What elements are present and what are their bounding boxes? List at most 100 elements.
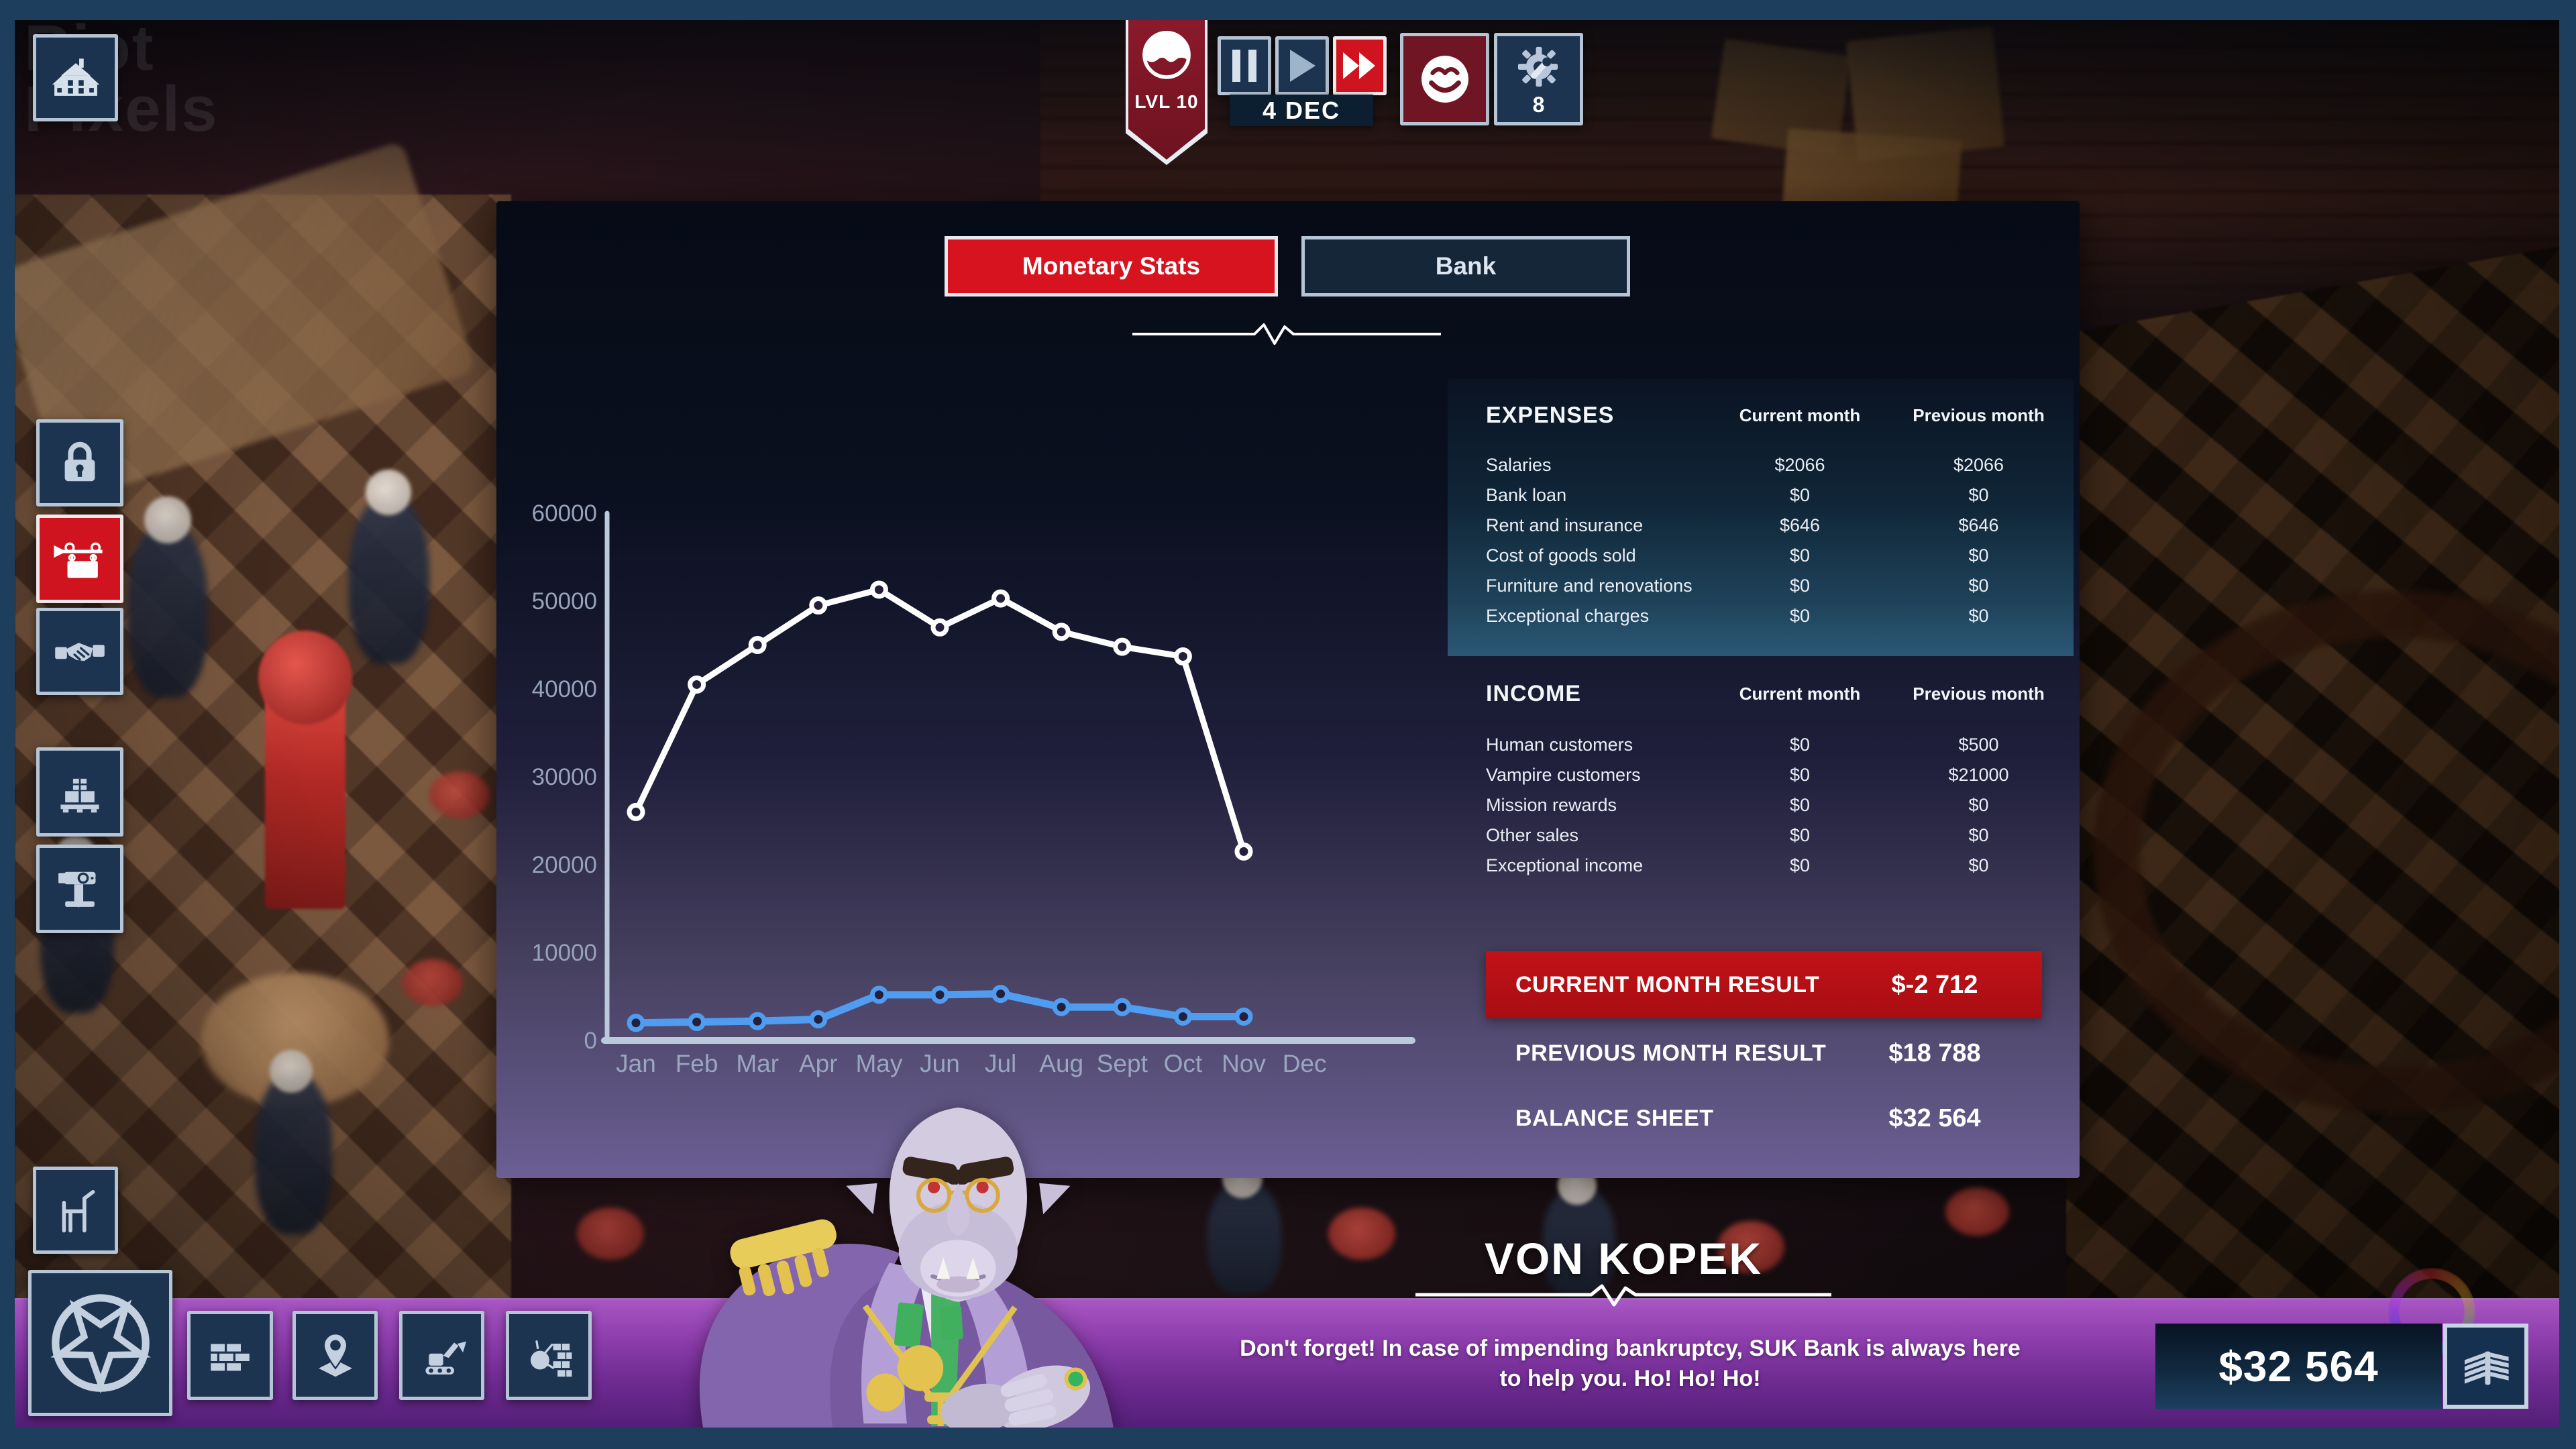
row-label: Furniture and renovations xyxy=(1486,576,1693,596)
row-previous-value: $21000 xyxy=(1948,765,2009,785)
pentagram-button[interactable] xyxy=(28,1270,172,1416)
workshop-button[interactable] xyxy=(36,845,123,933)
income-section: INCOME Current month Previous month Huma… xyxy=(1448,676,2074,881)
money-stack-icon xyxy=(2464,1351,2509,1385)
place-button[interactable] xyxy=(292,1311,378,1400)
demolish-button[interactable] xyxy=(506,1311,592,1400)
row-previous-value: $646 xyxy=(1958,515,1999,535)
expenses-row: Rent and insurance $646 $646 xyxy=(1448,511,2074,541)
result-label: CURRENT MONTH RESULT xyxy=(1515,971,1820,998)
stock-button[interactable] xyxy=(36,747,123,837)
row-current-value: $0 xyxy=(1789,825,1811,845)
svg-text:0: 0 xyxy=(584,1028,597,1054)
row-current-value: $0 xyxy=(1789,795,1811,815)
row-current-value: $646 xyxy=(1779,515,1821,535)
row-label: Salaries xyxy=(1486,455,1552,475)
svg-text:Aug: Aug xyxy=(1039,1050,1083,1077)
bricks-icon xyxy=(211,1343,250,1371)
result-value: $32 564 xyxy=(1888,1104,1981,1132)
row-current-value: $2066 xyxy=(1774,455,1825,475)
row-label: Vampire customers xyxy=(1486,765,1641,785)
build-walls-button[interactable] xyxy=(187,1311,273,1400)
level-label: LVL 10 xyxy=(1134,91,1199,112)
expenses-rows: Salaries $2066 $2066 Bank loan $0 $0 Rent and … xyxy=(1448,450,2074,631)
pause-icon xyxy=(1232,50,1256,82)
excavate-button[interactable] xyxy=(399,1311,484,1400)
tab-bank[interactable]: Bank xyxy=(1301,236,1630,297)
drill-press-icon xyxy=(58,871,99,908)
excavator-icon xyxy=(425,1341,466,1375)
handshake-icon xyxy=(55,643,105,661)
svg-text:Dec: Dec xyxy=(1283,1050,1327,1077)
screen-frame xyxy=(2559,0,2576,1449)
expenses-row: Salaries $2066 $2066 xyxy=(1448,450,2074,480)
furniture-button[interactable] xyxy=(33,1167,118,1254)
lock-button[interactable] xyxy=(36,419,123,506)
screen-frame xyxy=(0,0,2576,20)
row-label: Rent and insurance xyxy=(1486,515,1644,535)
play-button[interactable] xyxy=(1275,36,1329,95)
svg-text:50000: 50000 xyxy=(532,588,597,614)
result-value: $-2 712 xyxy=(1891,970,1978,999)
income-row: Mission rewards $0 $0 xyxy=(1448,790,2074,820)
svg-text:30000: 30000 xyxy=(532,764,597,790)
row-label: Bank loan xyxy=(1486,485,1567,505)
advisor-name: VON KOPEK xyxy=(1484,1234,1763,1283)
svg-text:Feb: Feb xyxy=(676,1050,718,1077)
result-label: PREVIOUS MONTH RESULT xyxy=(1515,1040,1827,1066)
svg-text:10000: 10000 xyxy=(532,940,597,966)
pentagram-icon xyxy=(50,1294,151,1394)
monthly-finance-chart: 0 10000 20000 30000 40000 50000 60000 Jan Feb Mar… xyxy=(532,500,1415,1077)
previous-month-result: PREVIOUS MONTH RESULT $18 788 xyxy=(1486,1030,2042,1077)
svg-text:Apr: Apr xyxy=(799,1050,838,1077)
column-header-current: Current month xyxy=(1739,405,1861,425)
shop-sign-icon xyxy=(54,542,103,578)
chair-icon xyxy=(62,1190,95,1233)
fast-forward-icon xyxy=(1343,52,1375,79)
money-button[interactable] xyxy=(2443,1324,2528,1409)
pause-button[interactable] xyxy=(1218,36,1271,95)
row-current-value: $0 xyxy=(1789,765,1811,785)
ornamental-divider xyxy=(1132,323,1441,345)
settings-badge: 8 xyxy=(1532,93,1545,117)
fast-forward-button[interactable] xyxy=(1333,36,1387,95)
income-row: Exceptional income $0 $0 xyxy=(1448,851,2074,881)
mansion-button[interactable] xyxy=(33,34,118,121)
column-header-previous: Previous month xyxy=(1913,683,2045,704)
row-current-value: $0 xyxy=(1789,606,1811,626)
shop-sign-button[interactable] xyxy=(36,515,123,603)
svg-text:Sept: Sept xyxy=(1097,1050,1148,1077)
row-previous-value: $0 xyxy=(1968,606,1989,626)
handshake-button[interactable] xyxy=(36,608,123,695)
vampire-face-icon xyxy=(1142,30,1191,79)
smiley-icon xyxy=(1421,56,1468,103)
expenses-section: EXPENSES Current month Previous month Sa… xyxy=(1448,379,2074,656)
svg-text:Jan: Jan xyxy=(616,1050,656,1077)
income-rows: Human customers $0 $500 Vampire customers $0… xyxy=(1448,730,2074,881)
svg-text:20000: 20000 xyxy=(532,852,597,878)
result-label: BALANCE SHEET xyxy=(1515,1105,1714,1131)
row-current-value: $0 xyxy=(1789,545,1811,566)
ornamental-divider xyxy=(1415,1284,1831,1307)
settings-button[interactable]: 8 xyxy=(1494,33,1583,125)
svg-text:Oct: Oct xyxy=(1164,1050,1203,1077)
row-label: Human customers xyxy=(1486,735,1633,755)
level-badge[interactable]: LVL 10 xyxy=(1126,13,1208,165)
date-display: 4 DEC xyxy=(1230,95,1373,126)
svg-text:40000: 40000 xyxy=(532,676,597,702)
lock-icon xyxy=(64,441,95,482)
current-month-result: CURRENT MONTH RESULT $-2 712 xyxy=(1486,951,2042,1018)
balance-sheet: BALANCE SHEET $32 564 xyxy=(1486,1095,2042,1142)
mood-button[interactable] xyxy=(1400,33,1489,125)
map-pin-icon xyxy=(318,1332,352,1377)
row-label: Cost of goods sold xyxy=(1486,545,1636,566)
tab-monetary-stats[interactable]: Monetary Stats xyxy=(945,236,1278,297)
column-header-previous: Previous month xyxy=(1913,405,2045,425)
row-current-value: $0 xyxy=(1789,735,1811,755)
svg-text:Nov: Nov xyxy=(1222,1050,1266,1077)
advisor-character xyxy=(699,1108,1114,1428)
expenses-title: EXPENSES xyxy=(1486,402,1615,428)
svg-text:Mar: Mar xyxy=(736,1050,779,1077)
row-previous-value: $0 xyxy=(1968,855,1989,875)
